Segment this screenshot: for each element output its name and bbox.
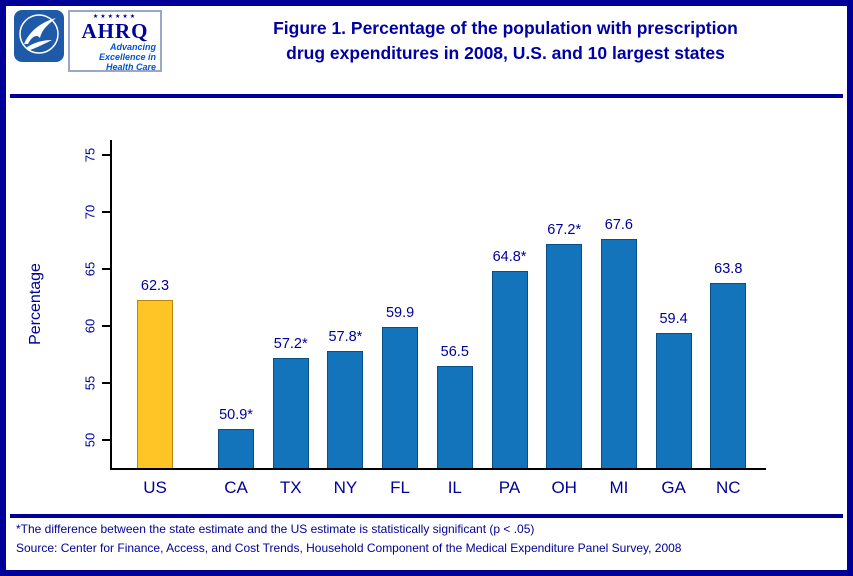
ahrq-stars: ★★★★★★ — [92, 14, 138, 20]
bar-chart: Percentage 50 55 60 65 70 75 62.3 US 50.9* CA 57.2… — [6, 6, 847, 570]
y-axis-line — [110, 140, 112, 468]
ahrq-wordmark: AHRQ — [81, 19, 149, 43]
source-footnote: Source: Center for Finance, Access, and … — [16, 541, 682, 555]
value-label-IL: 56.5 — [440, 343, 469, 360]
x-axis-label-GA: GA — [661, 478, 686, 497]
ahrq-tagline-line1: Advancing — [109, 42, 156, 52]
y-tick-label: 70 — [82, 204, 98, 220]
y-tick-label: 60 — [82, 318, 98, 333]
figure-title: Figure 1. Percentage of the population w… — [176, 16, 835, 67]
footer-divider — [10, 514, 843, 518]
figure-title-line1: Figure 1. Percentage of the population w… — [273, 18, 738, 38]
value-label-FL: 59.9 — [385, 304, 415, 321]
x-axis-label-MI: MI — [609, 478, 629, 497]
y-tick-mark — [102, 438, 110, 441]
ahrq-tagline-line3: Health Care — [105, 62, 156, 72]
bar-NY — [327, 350, 364, 468]
y-axis-title: Percentage — [27, 263, 44, 345]
x-axis-label-US: US — [143, 478, 167, 497]
bar-US — [137, 299, 173, 468]
hhs-eagle-icon — [18, 12, 60, 61]
bar-OH — [546, 243, 583, 468]
figure-title-line2: drug expenditures in 2008, U.S. and 10 l… — [286, 43, 725, 64]
y-tick-mark — [102, 324, 110, 327]
ahrq-logo: ★★★★★★ AHRQ Advancing Excellence in Heal… — [68, 10, 162, 72]
x-axis-label-NC: NC — [716, 478, 741, 497]
bar-TX — [272, 357, 309, 468]
y-tick-label: 50 — [82, 432, 98, 447]
x-axis-label-IL: IL — [447, 478, 462, 497]
x-axis-label-TX: TX — [279, 478, 302, 497]
bar-FL — [382, 326, 419, 468]
bar-PA — [491, 271, 528, 468]
value-label-US: 62.3 — [140, 277, 170, 294]
value-label-TX: 57.2* — [273, 335, 308, 352]
x-axis-label-OH: OH — [551, 478, 577, 497]
y-tick-mark — [102, 381, 110, 384]
y-tick-label: 65 — [82, 261, 98, 277]
bar-CA — [218, 429, 254, 468]
y-tick-mark — [102, 267, 110, 270]
x-axis-line — [110, 468, 766, 470]
significance-footnote: *The difference between the state estima… — [16, 522, 535, 536]
value-label-NY: 57.8* — [328, 328, 363, 345]
x-axis-label-NY: NY — [333, 478, 358, 497]
value-label-CA: 50.9* — [219, 407, 253, 424]
value-label-MI: 67.6 — [604, 217, 633, 234]
value-label-OH: 67.2* — [547, 221, 582, 238]
header-divider — [10, 94, 843, 98]
value-label-GA: 59.4 — [659, 310, 688, 327]
ahrq-tagline-line2: Excellence in — [98, 52, 156, 62]
value-label-NC: 63.8 — [714, 260, 743, 277]
x-axis-label-PA: PA — [498, 478, 521, 497]
bar-GA — [655, 332, 692, 468]
value-label-PA: 64.8* — [492, 249, 527, 266]
hhs-logo — [14, 10, 64, 62]
bar-MI — [600, 239, 637, 468]
bar-NC — [710, 282, 747, 468]
y-tick-mark — [102, 210, 110, 213]
y-tick-label: 75 — [82, 147, 98, 163]
x-axis-label-FL: FL — [390, 478, 411, 497]
bar-IL — [436, 365, 473, 468]
y-tick-mark — [102, 154, 110, 157]
x-axis-label-CA: CA — [224, 478, 248, 497]
y-tick-label: 55 — [82, 375, 98, 390]
